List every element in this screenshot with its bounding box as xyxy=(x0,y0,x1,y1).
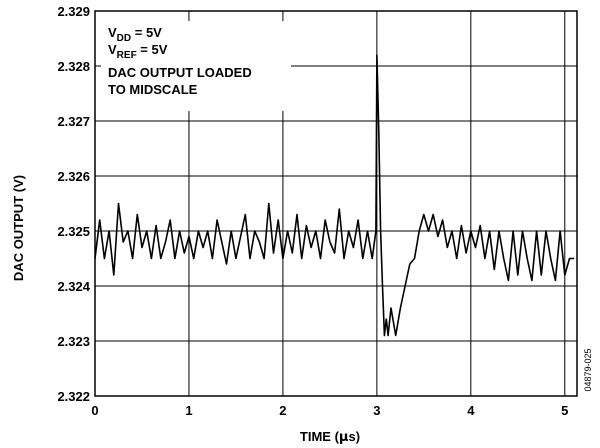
x-tick-labels: 0 1 2 3 4 5 xyxy=(91,403,568,418)
annotation-vref: VREF = 5V xyxy=(108,42,168,61)
x-tick-label-2: 2 xyxy=(279,403,286,418)
series-group xyxy=(94,54,575,337)
figure-id: 04879-025 xyxy=(583,348,593,391)
y-tick-label-6: 2.328 xyxy=(57,59,90,74)
y-tick-label-4: 2.326 xyxy=(57,169,90,184)
x-tick-label-0: 0 xyxy=(91,403,98,418)
x-tick-label-4: 4 xyxy=(467,403,475,418)
x-tick-label-3: 3 xyxy=(373,403,380,418)
x-axis-label: TIME (μs) xyxy=(300,429,360,445)
y-tick-label-5: 2.327 xyxy=(57,114,90,129)
annotation-box xyxy=(101,21,291,111)
y-tick-labels: 2.322 2.323 2.324 2.325 2.326 2.327 2.328 2.329 xyxy=(57,4,90,404)
y-axis-label: DAC OUTPUT (V) xyxy=(11,175,26,281)
annotation-line3: DAC OUTPUT LOADED xyxy=(108,65,252,80)
x-tick-label-5: 5 xyxy=(561,403,568,418)
annotation-vdd: VDD = 5V xyxy=(108,25,162,44)
annotation-line4: TO MIDSCALE xyxy=(108,82,198,97)
y-tick-label-2: 2.324 xyxy=(57,279,90,294)
y-tick-label-7: 2.329 xyxy=(57,4,90,19)
y-tick-label-3: 2.325 xyxy=(57,224,90,239)
y-tick-label-0: 2.322 xyxy=(57,389,90,404)
series-line-0 xyxy=(94,54,575,337)
x-tick-label-1: 1 xyxy=(185,403,192,418)
plot-frame xyxy=(94,10,578,397)
y-tick-label-1: 2.323 xyxy=(57,334,90,349)
